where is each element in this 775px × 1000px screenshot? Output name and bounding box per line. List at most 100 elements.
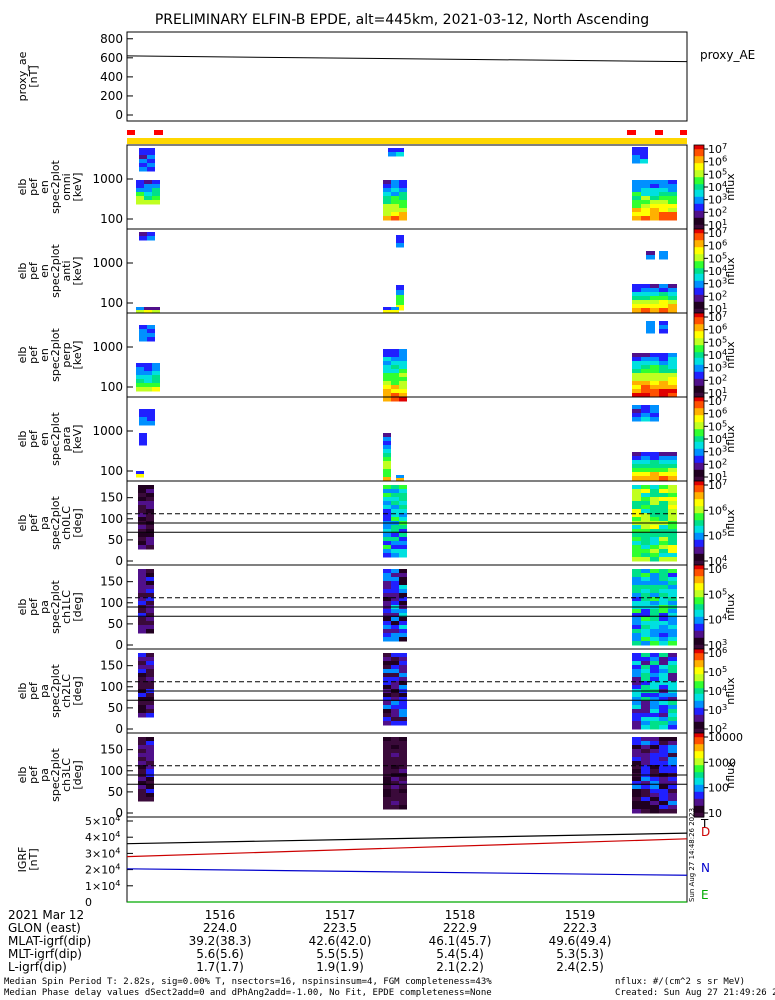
spectrogram-cell: [383, 625, 391, 630]
colorbar-cell: [694, 315, 704, 318]
spectrogram-cell: [383, 517, 391, 522]
spectrogram-cell: [383, 653, 391, 658]
spectrogram-cell: [391, 721, 399, 726]
spectrogram-cell: [650, 468, 659, 473]
spectrogram-cell: [659, 196, 668, 201]
spectrogram-cell: [641, 573, 650, 578]
spectrogram-cell: [136, 180, 144, 185]
colorbar-cell: [694, 465, 704, 468]
spectrogram-cell: [399, 545, 407, 550]
spectrogram-cell: [146, 493, 154, 498]
spectrogram-cell: [136, 471, 144, 475]
colorbar-cell: [694, 471, 704, 474]
spectrogram-cell: [152, 379, 160, 384]
spectrogram-cell: [399, 373, 407, 378]
spectrogram-cell: [668, 509, 677, 514]
spectrogram-cell: [650, 749, 659, 754]
spectrogram-cell: [632, 541, 641, 546]
spectrogram-cell: [391, 761, 399, 766]
spectrogram-cell: [668, 557, 677, 562]
spectrogram-cell: [668, 288, 677, 293]
colorbar-cell: [694, 343, 704, 346]
colorbar-cell: [694, 220, 704, 223]
spectrogram-cell: [144, 200, 152, 205]
colorbar-cell: [694, 651, 704, 654]
spectrogram-cell: [668, 761, 677, 766]
colorbar-cell: [694, 584, 704, 587]
spectrogram-cell: [632, 797, 641, 802]
spectrogram-cell: [659, 797, 668, 802]
colorbar-cell: [694, 310, 704, 313]
spectrogram-cell: [399, 192, 407, 197]
colorbar-cell: [694, 692, 704, 695]
spectrogram-cell: [641, 713, 650, 718]
colorbar-cell: [694, 426, 704, 429]
spectrogram-cell: [391, 381, 399, 386]
omni-cells: [136, 147, 677, 221]
spectrogram-cell: [391, 533, 399, 538]
spectrogram-cell: [399, 357, 407, 362]
spectrogram-cell: [399, 673, 407, 678]
spectrogram-cell: [659, 389, 668, 394]
cbar-title-ch3LC: nflux: [724, 761, 737, 789]
ch3LC-cells: [138, 737, 677, 814]
colorbar-cell: [694, 341, 704, 343]
colorbar-cell: [694, 224, 704, 227]
colorbar-cell: [694, 745, 704, 748]
ytick-label: 150: [100, 575, 123, 589]
spectrogram-cell: [139, 413, 147, 418]
spectrogram-cell: [641, 721, 650, 726]
colorbar-cell: [694, 454, 704, 457]
spectrogram-cell: [399, 208, 407, 213]
colorbar-cell: [694, 668, 704, 671]
cbar-title-ch0LC: nflux: [724, 509, 737, 537]
colorbar-cell: [694, 699, 704, 702]
spectrogram-cell: [659, 251, 668, 256]
spectrogram-cell: [641, 805, 650, 810]
spectrogram-cell: [144, 371, 152, 376]
ytick-label: 4×104: [85, 829, 120, 844]
colorbar-cell: [694, 245, 704, 248]
spectrogram-cell: [641, 653, 650, 658]
colorbar-cell: [694, 759, 704, 762]
ylabel-proxy_ae-1: [nT]: [27, 65, 40, 87]
spectrogram-cell: [659, 485, 668, 490]
spectrogram-cell: [144, 307, 152, 311]
spectrogram-cell: [641, 184, 650, 189]
spectrogram-cell: [391, 701, 399, 706]
spectrogram-cell: [391, 669, 399, 674]
spectrogram-cell: [146, 665, 154, 670]
spectrogram-cell: [139, 337, 147, 342]
spectrogram-cell: [391, 745, 399, 750]
spectrogram-cell: [396, 239, 404, 244]
spectrogram-cell: [632, 801, 641, 806]
spectrogram-cell: [659, 541, 668, 546]
spectrogram-cell: [383, 397, 391, 402]
spectrogram-cell: [146, 677, 154, 682]
spectrogram-cell: [668, 737, 677, 742]
colorbar-cell: [694, 689, 704, 692]
para-cells: [136, 405, 677, 482]
spectrogram-cell: [641, 797, 650, 802]
spectrogram-cell: [641, 537, 650, 542]
spectrogram-cell: [383, 801, 391, 806]
spectrogram-cell: [641, 513, 650, 518]
colorbar-cell: [694, 633, 704, 636]
spectrogram-cell: [146, 509, 154, 514]
ylabel-ch2LC-1: pef: [27, 681, 40, 700]
spectrogram-cell: [659, 641, 668, 646]
colorbar-cell: [694, 608, 704, 611]
spectrogram-cell: [138, 665, 146, 670]
spectrogram-cell: [650, 609, 659, 614]
colorbar-cell: [694, 583, 704, 586]
colorbar-cell: [694, 712, 704, 714]
spectrogram-cell: [383, 613, 391, 618]
colorbar-cell: [694, 180, 704, 182]
spectrogram-cell: [399, 369, 407, 374]
spectrogram-cell: [383, 529, 391, 534]
spectrogram-cell: [383, 697, 391, 702]
colorbar-cell: [694, 327, 704, 329]
spectrogram-cell: [138, 597, 146, 602]
colorbar-cell: [694, 769, 704, 772]
colorbar-cell: [694, 166, 704, 168]
